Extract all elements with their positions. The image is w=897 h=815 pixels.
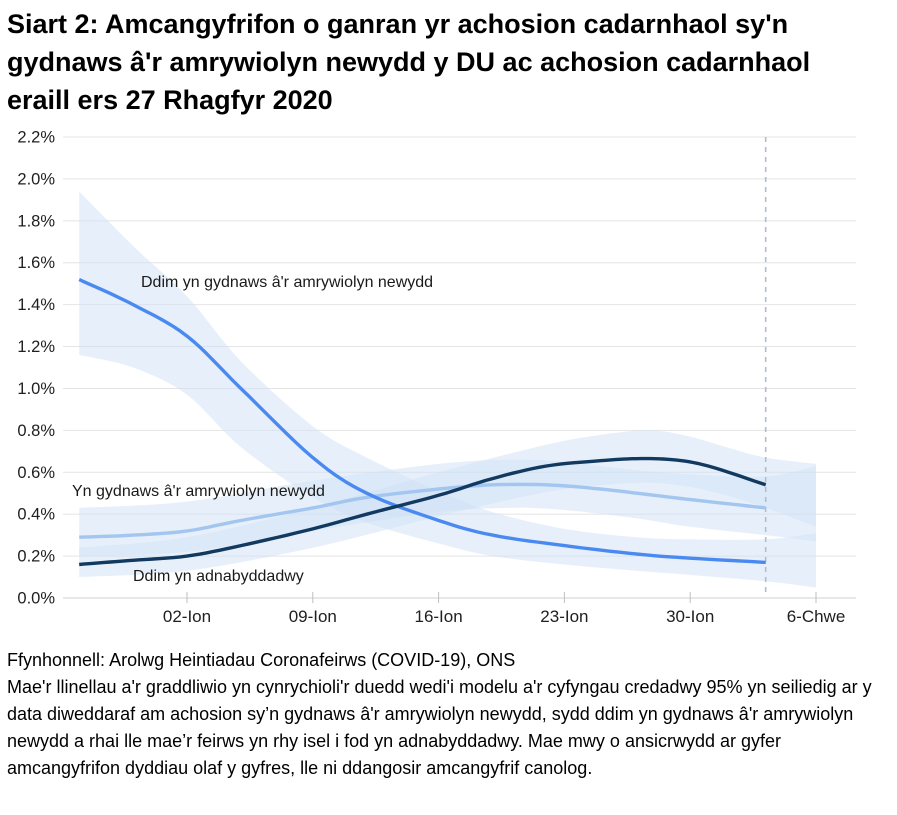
svg-text:0.2%: 0.2% (17, 548, 55, 566)
series-label-compatible: Yn gydnaws â'r amrywiolyn newydd (72, 483, 325, 500)
svg-text:0.8%: 0.8% (17, 422, 55, 440)
svg-text:1.2%: 1.2% (17, 338, 55, 356)
svg-text:30-Ion: 30-Ion (666, 607, 714, 626)
svg-text:2.0%: 2.0% (17, 170, 55, 188)
footnote-text: Mae'r llinellau a'r graddliwio yn cynryc… (7, 677, 872, 778)
svg-text:6-Chwe: 6-Chwe (787, 607, 846, 626)
series-label-not-identifiable: Ddim yn adnabyddadwy (133, 568, 304, 585)
svg-text:1.4%: 1.4% (17, 296, 55, 314)
svg-text:02-Ion: 02-Ion (163, 607, 211, 626)
svg-text:0.0%: 0.0% (17, 590, 55, 608)
series-label-not-compatible: Ddim yn gydnaws â'r amrywiolyn newydd (141, 274, 434, 291)
svg-text:23-Ion: 23-Ion (540, 607, 588, 626)
svg-text:1.0%: 1.0% (17, 380, 55, 398)
svg-text:1.6%: 1.6% (17, 254, 55, 272)
svg-text:16-Ion: 16-Ion (414, 607, 462, 626)
source-text: Ffynhonnell: Arolwg Heintiadau Coronafei… (7, 650, 516, 670)
svg-text:09-Ion: 09-Ion (289, 607, 337, 626)
svg-text:0.6%: 0.6% (17, 464, 55, 482)
svg-text:0.4%: 0.4% (17, 506, 55, 524)
chart-title: Siart 2: Amcangyfrifon o ganran yr achos… (7, 9, 811, 115)
svg-text:2.2%: 2.2% (17, 129, 55, 147)
svg-text:1.8%: 1.8% (17, 212, 55, 230)
